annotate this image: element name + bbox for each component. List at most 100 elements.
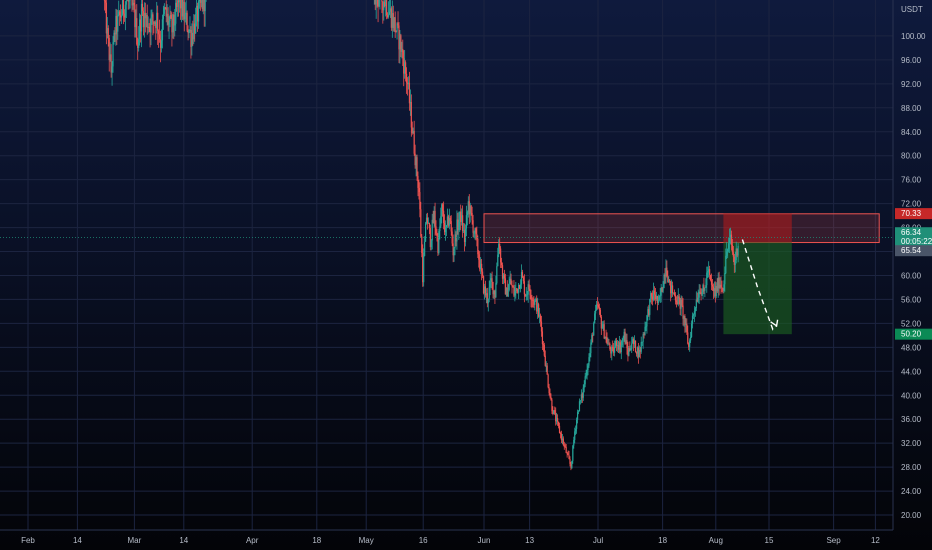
candle-body	[514, 291, 516, 296]
candle-body	[459, 211, 461, 222]
candle-body	[604, 336, 606, 339]
candle-body	[625, 340, 627, 344]
candle-body	[145, 14, 147, 19]
candle-body	[655, 296, 658, 300]
candle-body	[583, 384, 585, 388]
candle-body	[449, 218, 451, 222]
candle-body	[125, 0, 127, 5]
candle-body	[173, 14, 175, 26]
x-tick-label: Jun	[478, 536, 491, 545]
candle-body	[452, 243, 454, 256]
candle-body	[652, 296, 654, 300]
candle-body	[139, 19, 141, 40]
candle-body	[654, 294, 657, 300]
candle-body	[378, 0, 380, 7]
candle-body	[611, 346, 613, 354]
candle-body	[157, 12, 159, 31]
candle-body	[438, 231, 440, 253]
candle-body	[486, 293, 488, 304]
candle-body	[734, 260, 736, 265]
candle-body	[200, 0, 202, 3]
candle-body	[595, 309, 597, 314]
candle-body	[701, 292, 703, 295]
candle-body	[516, 288, 518, 290]
candle-body	[166, 13, 168, 17]
candle-body	[615, 341, 618, 346]
candle-body	[641, 341, 643, 343]
candle-body	[569, 458, 571, 464]
candle-body	[122, 0, 125, 14]
candle-body	[559, 433, 562, 434]
candle-body	[375, 0, 377, 5]
candle-body	[126, 0, 128, 1]
y-tick-label: 72.00	[901, 200, 922, 209]
candle-body	[575, 428, 577, 432]
x-tick-label: May	[359, 536, 374, 545]
x-tick-label: 14	[73, 536, 82, 545]
candle-body	[513, 287, 515, 296]
candle-body	[591, 335, 593, 343]
candle-body	[377, 0, 379, 7]
candle-body	[540, 321, 543, 332]
candle-body	[441, 204, 443, 217]
candle-body	[728, 243, 730, 250]
candle-body	[698, 291, 700, 298]
x-tick-label: Mar	[128, 536, 142, 545]
candle-body	[697, 297, 699, 302]
candle-body	[716, 285, 718, 292]
candle-body	[471, 212, 473, 221]
candle-body	[481, 263, 483, 272]
candle-body	[139, 19, 142, 32]
candle-body	[402, 48, 404, 59]
candle-body	[137, 44, 139, 49]
candle-body	[551, 399, 553, 412]
candle-body	[692, 314, 695, 316]
candle-body	[733, 256, 735, 265]
candle-body	[504, 278, 506, 295]
candle-body	[386, 0, 388, 16]
candle-body	[405, 73, 408, 83]
candle-body	[541, 331, 544, 345]
candle-body	[193, 23, 195, 40]
candle-body	[538, 315, 541, 317]
candle-body	[539, 315, 542, 322]
candle-body	[721, 287, 723, 289]
candle-body	[490, 278, 492, 281]
candle-body	[601, 327, 603, 329]
candle-body	[187, 30, 189, 34]
target-price-tag-bg	[895, 328, 932, 340]
candle-body	[423, 256, 425, 283]
candle-body	[454, 234, 456, 249]
candle-body	[478, 254, 480, 260]
y-tick-label: 88.00	[901, 104, 922, 113]
candle-body	[534, 300, 536, 305]
candle-body	[715, 285, 717, 297]
candle-body	[186, 12, 188, 31]
candle-body	[536, 299, 538, 312]
candle-body	[676, 302, 678, 305]
candle-body	[580, 394, 582, 401]
candle-body	[127, 0, 129, 2]
candle-body	[603, 324, 605, 339]
candle-body	[111, 66, 113, 73]
candle-body	[469, 205, 471, 215]
candle-body	[114, 32, 116, 35]
candle-body	[419, 192, 421, 210]
candle-body	[650, 293, 652, 299]
candle-body	[597, 304, 600, 308]
candle-body	[487, 298, 489, 304]
candle-body	[434, 210, 436, 227]
time-axis[interactable]: Feb 14 Mar 14 Apr 18 May 16 Jun 13 Jul 18 Aug 15 Sep 12	[0, 529, 893, 545]
x-tick-label: 13	[525, 536, 534, 545]
candle-body	[693, 311, 696, 315]
candle-body	[705, 285, 707, 288]
candle-body	[648, 309, 650, 315]
candle-body	[656, 296, 658, 304]
candle-body	[448, 218, 450, 226]
candle-body	[528, 284, 530, 289]
candle-body	[113, 32, 115, 43]
candle-body	[665, 267, 667, 277]
candle-body	[713, 288, 715, 292]
